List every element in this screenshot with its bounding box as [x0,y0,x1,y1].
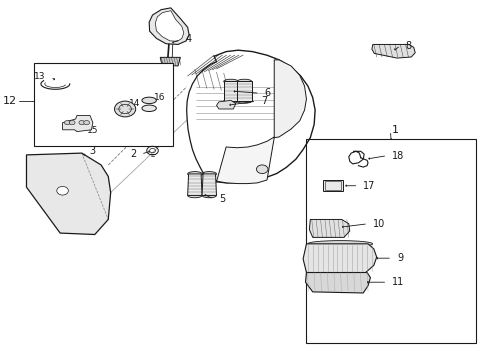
Polygon shape [187,174,202,195]
Circle shape [256,165,267,174]
Ellipse shape [142,97,156,104]
Text: 15: 15 [86,126,98,135]
Polygon shape [62,116,93,132]
Circle shape [114,101,135,117]
Polygon shape [303,244,376,273]
Ellipse shape [307,240,372,247]
Polygon shape [224,81,238,101]
Text: 14: 14 [129,99,140,108]
Polygon shape [160,57,180,66]
Text: 7: 7 [261,96,267,106]
Bar [323,180,342,192]
Polygon shape [371,44,414,58]
Polygon shape [26,153,110,234]
Circle shape [69,121,75,125]
Bar [305,139,475,343]
Text: 9: 9 [396,253,402,263]
Text: 16: 16 [154,93,165,102]
Polygon shape [309,220,349,237]
Text: 2: 2 [130,149,136,159]
Bar [325,181,340,190]
Polygon shape [155,11,183,41]
Text: 8: 8 [405,41,411,50]
Bar [34,63,173,146]
Text: 10: 10 [372,219,385,229]
Circle shape [222,103,228,108]
Polygon shape [305,273,370,293]
Text: 1: 1 [391,125,398,135]
Text: 17: 17 [363,181,375,191]
Ellipse shape [187,193,202,198]
Ellipse shape [202,172,216,176]
Ellipse shape [237,79,251,84]
Ellipse shape [187,172,202,176]
Polygon shape [274,60,306,138]
Circle shape [79,121,84,125]
Text: 13: 13 [34,72,46,81]
Circle shape [64,121,70,125]
Ellipse shape [142,105,156,112]
Polygon shape [237,81,251,101]
Polygon shape [149,8,189,44]
Circle shape [57,186,68,195]
Ellipse shape [224,99,238,103]
Text: 11: 11 [391,277,404,287]
Ellipse shape [202,193,216,198]
Polygon shape [209,137,274,184]
Polygon shape [216,100,235,109]
Ellipse shape [224,79,238,84]
Polygon shape [202,174,216,195]
Text: 3: 3 [89,146,95,156]
Text: 4: 4 [185,35,191,44]
Text: 6: 6 [264,88,270,98]
Circle shape [83,121,89,125]
Text: 18: 18 [391,150,404,161]
Ellipse shape [237,99,251,103]
Text: 12: 12 [3,95,17,105]
Text: 5: 5 [219,194,224,204]
